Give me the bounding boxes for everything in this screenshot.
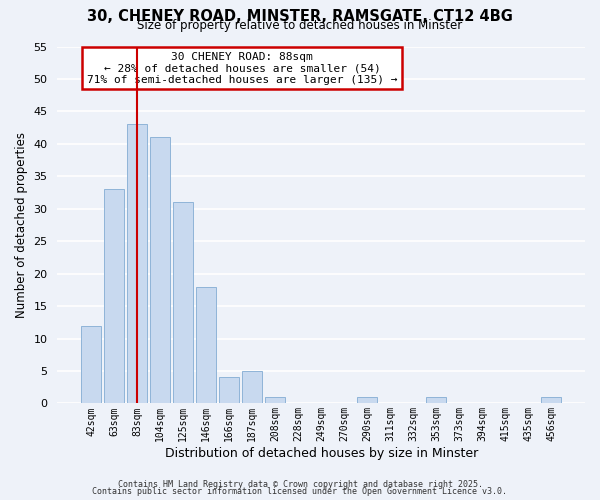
Bar	[196, 286, 216, 404]
Bar	[220, 378, 239, 404]
Bar	[104, 190, 124, 404]
Bar	[242, 371, 262, 404]
Bar	[358, 397, 377, 404]
Bar	[173, 202, 193, 404]
Y-axis label: Number of detached properties: Number of detached properties	[15, 132, 28, 318]
Bar	[82, 326, 101, 404]
Text: Size of property relative to detached houses in Minster: Size of property relative to detached ho…	[137, 19, 463, 32]
Text: Contains public sector information licensed under the Open Government Licence v3: Contains public sector information licen…	[92, 487, 508, 496]
Text: 30, CHENEY ROAD, MINSTER, RAMSGATE, CT12 4BG: 30, CHENEY ROAD, MINSTER, RAMSGATE, CT12…	[87, 9, 513, 24]
Bar	[151, 138, 170, 404]
Bar	[265, 397, 285, 404]
Bar	[541, 397, 561, 404]
Bar	[427, 397, 446, 404]
Text: 30 CHENEY ROAD: 88sqm
← 28% of detached houses are smaller (54)
71% of semi-deta: 30 CHENEY ROAD: 88sqm ← 28% of detached …	[87, 52, 397, 85]
X-axis label: Distribution of detached houses by size in Minster: Distribution of detached houses by size …	[164, 447, 478, 460]
Bar	[127, 124, 147, 404]
Text: Contains HM Land Registry data © Crown copyright and database right 2025.: Contains HM Land Registry data © Crown c…	[118, 480, 482, 489]
